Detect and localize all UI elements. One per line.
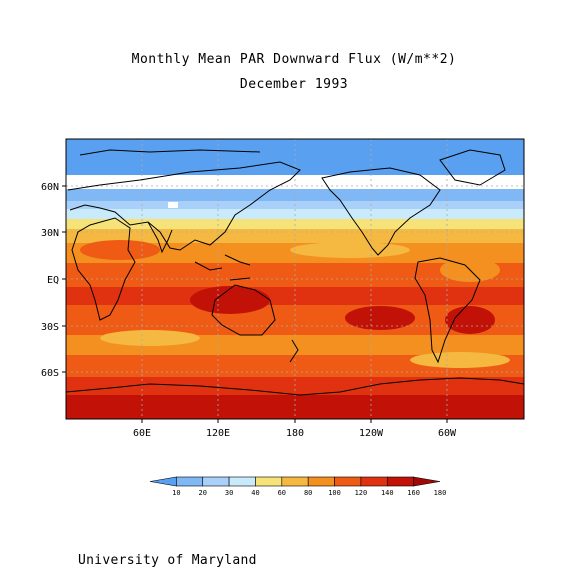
colorbar-label: 100 bbox=[328, 489, 341, 497]
colorbar-label: 140 bbox=[381, 489, 394, 497]
colorbar-swatch bbox=[334, 476, 362, 487]
lat-label-60s: 60S bbox=[41, 368, 59, 379]
colorbar-label: 30 bbox=[225, 489, 233, 497]
colorbar-swatch bbox=[149, 476, 177, 487]
footer-credit: University of Maryland bbox=[78, 553, 257, 568]
colorbar-label: 10 bbox=[172, 489, 180, 497]
colorbar-swatch bbox=[413, 476, 441, 487]
lon-label-120e: 120E bbox=[206, 428, 230, 439]
lon-label-60e: 60E bbox=[133, 428, 151, 439]
axis-ticks bbox=[62, 185, 448, 423]
colorbar-swatch bbox=[386, 476, 414, 487]
lat-label-30s: 30S bbox=[41, 322, 59, 333]
colorbar-label: 160 bbox=[407, 489, 420, 497]
colorbar-label: 20 bbox=[199, 489, 207, 497]
colorbar-swatch bbox=[228, 476, 256, 487]
colorbar-swatch bbox=[281, 476, 309, 487]
colorbar-swatch bbox=[202, 476, 230, 487]
colorbar-swatch bbox=[307, 476, 335, 487]
colorbar-label: 40 bbox=[251, 489, 259, 497]
coastlines bbox=[66, 149, 524, 396]
lat-label-60n: 60N bbox=[41, 182, 59, 193]
colorbar-label: 120 bbox=[355, 489, 368, 497]
lon-label-180: 180 bbox=[286, 428, 304, 439]
lat-label-30n: 30N bbox=[41, 228, 59, 239]
lon-label-60w: 60W bbox=[438, 428, 457, 439]
map-subtitle: December 1993 bbox=[239, 77, 349, 92]
flux-field bbox=[66, 139, 524, 419]
colorbar: 10 20 30 40 60 80 100 120 140 160 180 bbox=[149, 476, 447, 497]
colorbar-swatch bbox=[360, 476, 388, 487]
lon-label-120w: 120W bbox=[359, 428, 384, 439]
lat-label-eq: EQ bbox=[47, 275, 59, 286]
map-title: Monthly Mean PAR Downward Flux (W/m**2) bbox=[131, 52, 457, 67]
colorbar-swatch bbox=[176, 476, 204, 487]
colorbar-label: 80 bbox=[304, 489, 312, 497]
graticule bbox=[66, 139, 524, 419]
colorbar-label: 60 bbox=[278, 489, 286, 497]
colorbar-swatch bbox=[255, 476, 283, 487]
colorbar-label: 180 bbox=[434, 489, 447, 497]
